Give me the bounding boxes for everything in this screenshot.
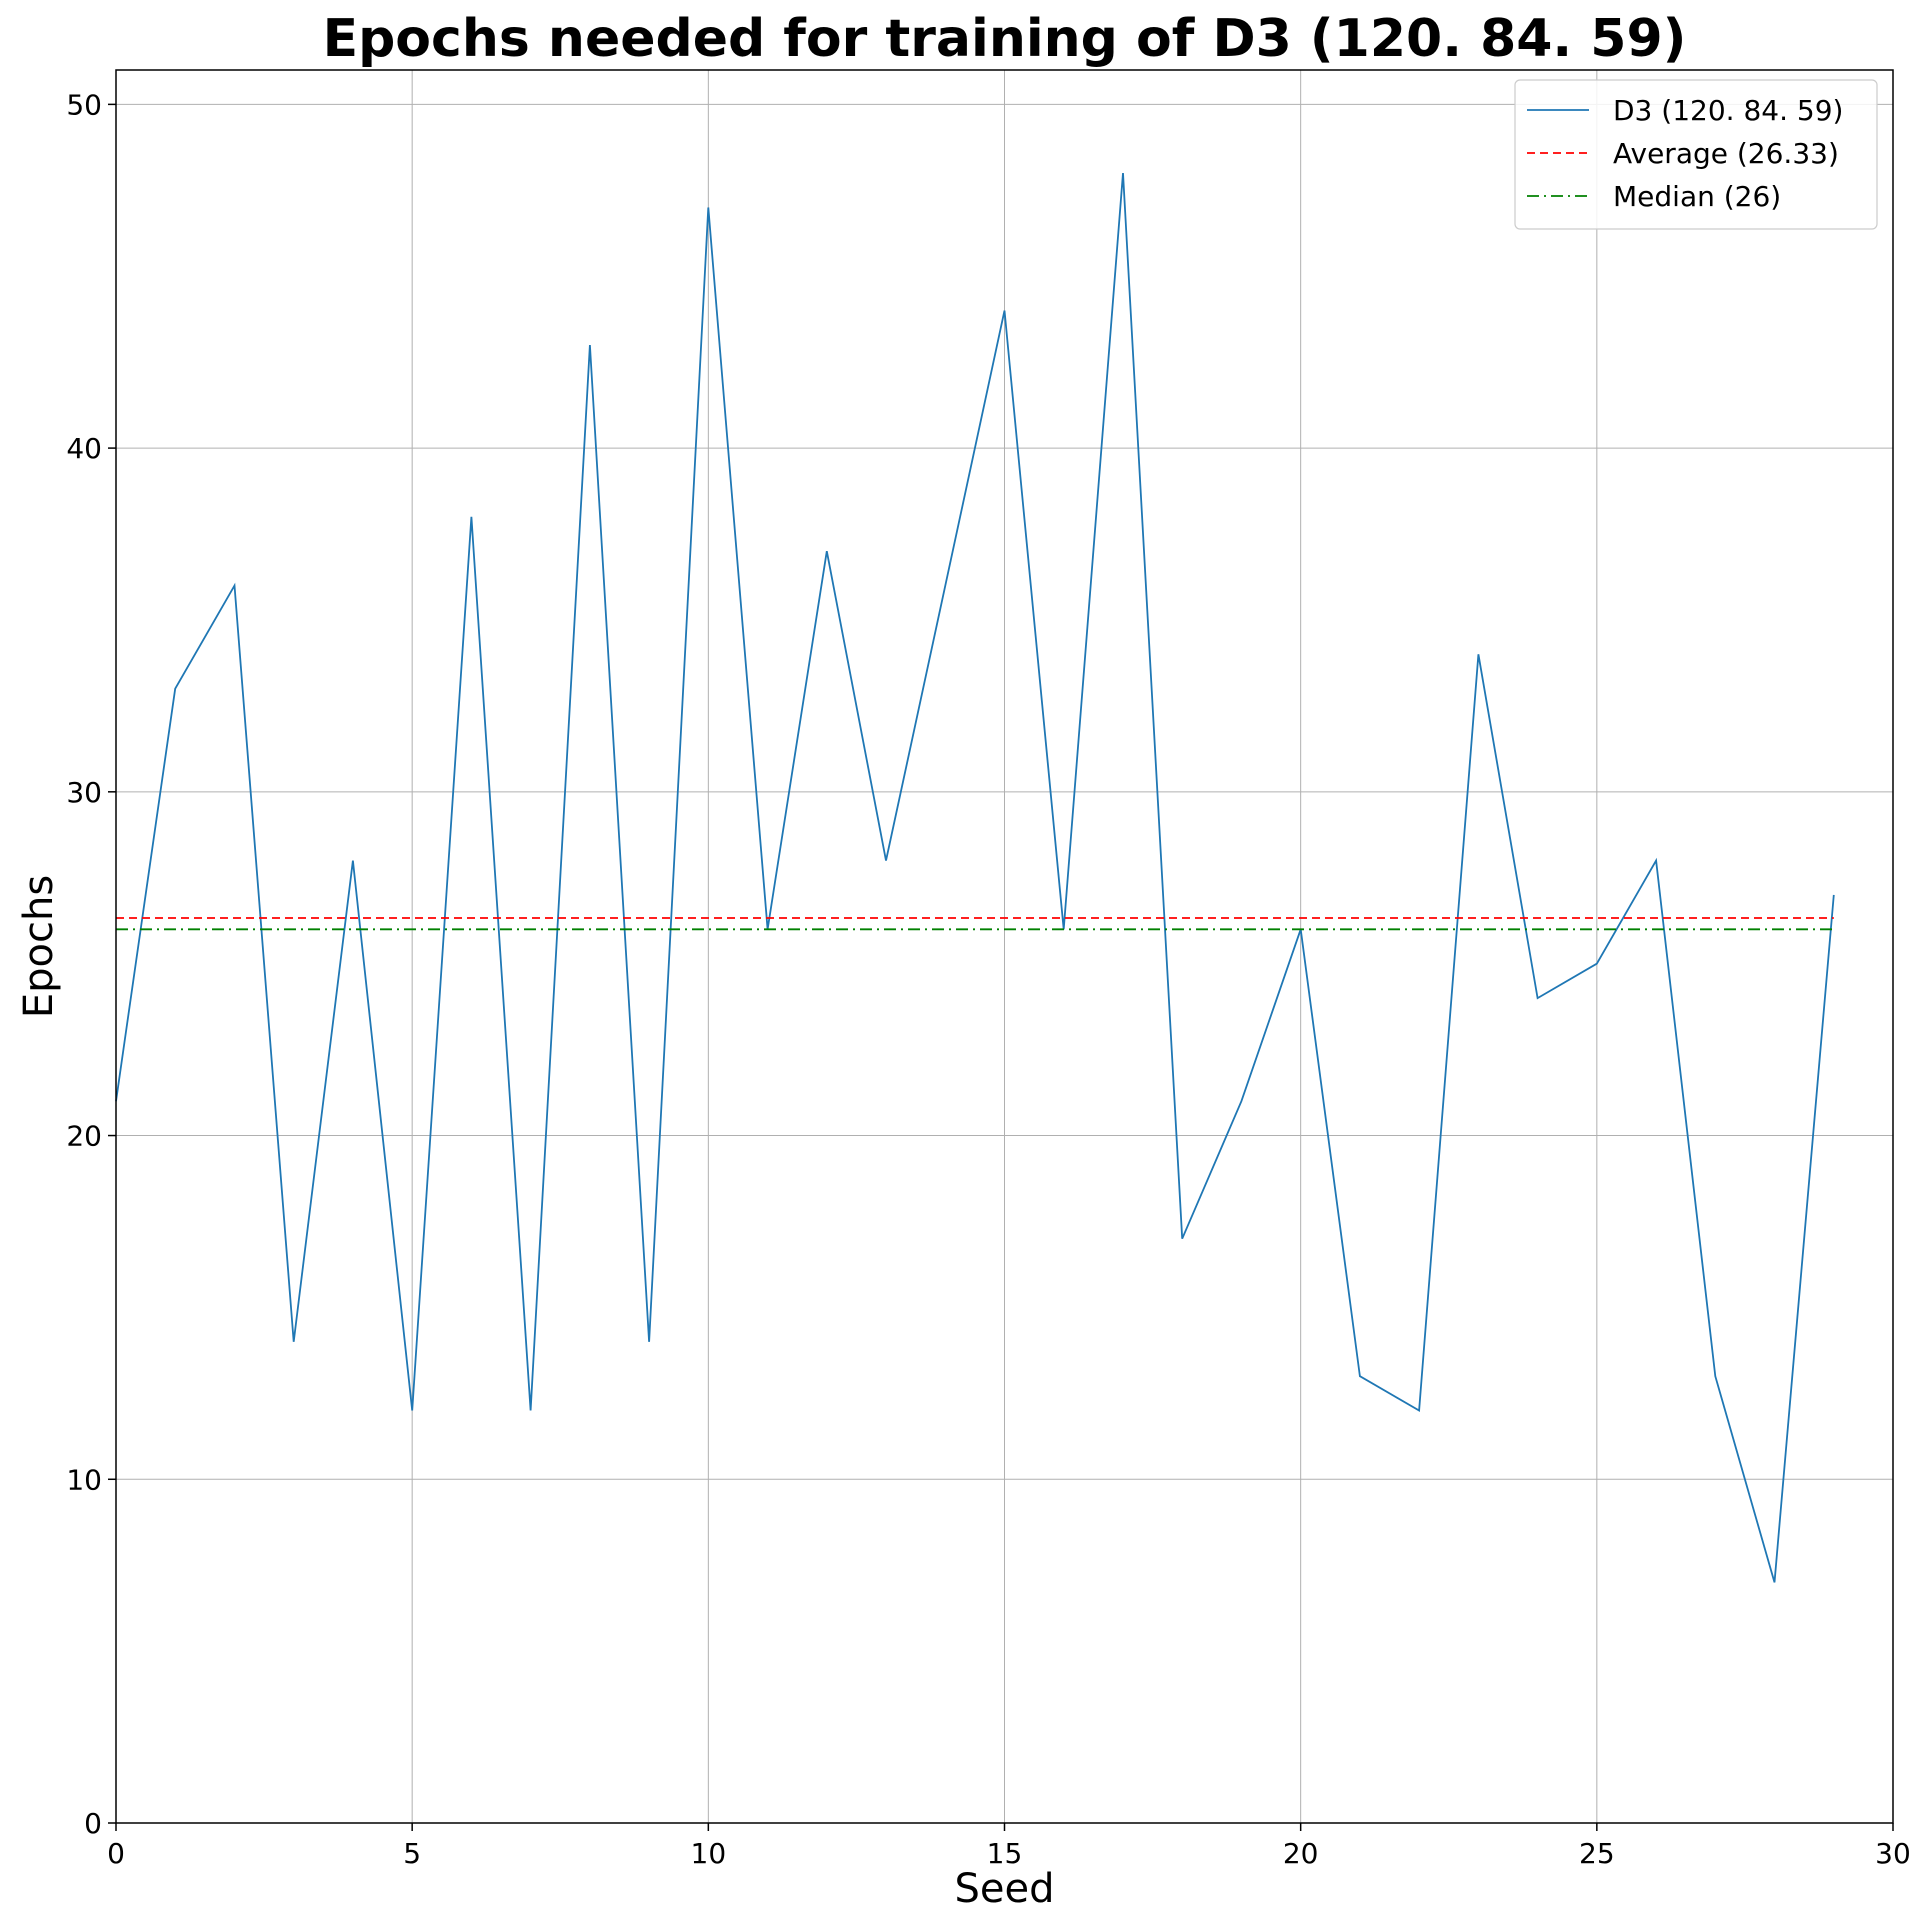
legend-box: [1514, 79, 1878, 230]
chart-title: Epochs needed for training of D3 (120. 8…: [323, 9, 1687, 69]
legend-label: D3 (120. 84. 59): [1613, 94, 1843, 127]
x-tick-label: 15: [987, 1837, 1023, 1870]
x-tick-label: 5: [403, 1837, 421, 1870]
x-axis-label: Seed: [955, 1866, 1055, 1912]
y-axis-label: Epochs: [16, 875, 62, 1018]
y-tick-label: 0: [84, 1807, 102, 1840]
series-layer: [115, 173, 1835, 1583]
y-tick-label: 30: [66, 776, 102, 809]
x-tick-label: 25: [1579, 1837, 1615, 1870]
ticks: 0 5 10 15 20 25 30 0 10 20 30 40 50: [66, 88, 1910, 1870]
x-tick-label: 30: [1875, 1837, 1911, 1870]
legend-label: Average (26.33): [1613, 137, 1839, 170]
y-tick-label: 20: [66, 1120, 102, 1153]
legend: D3 (120. 84. 59) Average (26.33) Median (2…: [1514, 79, 1878, 230]
x-tick-label: 10: [691, 1837, 727, 1870]
series-line-d3: [115, 173, 1835, 1583]
x-tick-label: 0: [107, 1837, 125, 1870]
legend-label: Median (26): [1613, 180, 1781, 213]
x-tick-label: 20: [1283, 1837, 1319, 1870]
y-tick-label: 10: [66, 1463, 102, 1496]
y-tick-label: 50: [66, 88, 102, 121]
y-tick-label: 40: [66, 432, 102, 465]
